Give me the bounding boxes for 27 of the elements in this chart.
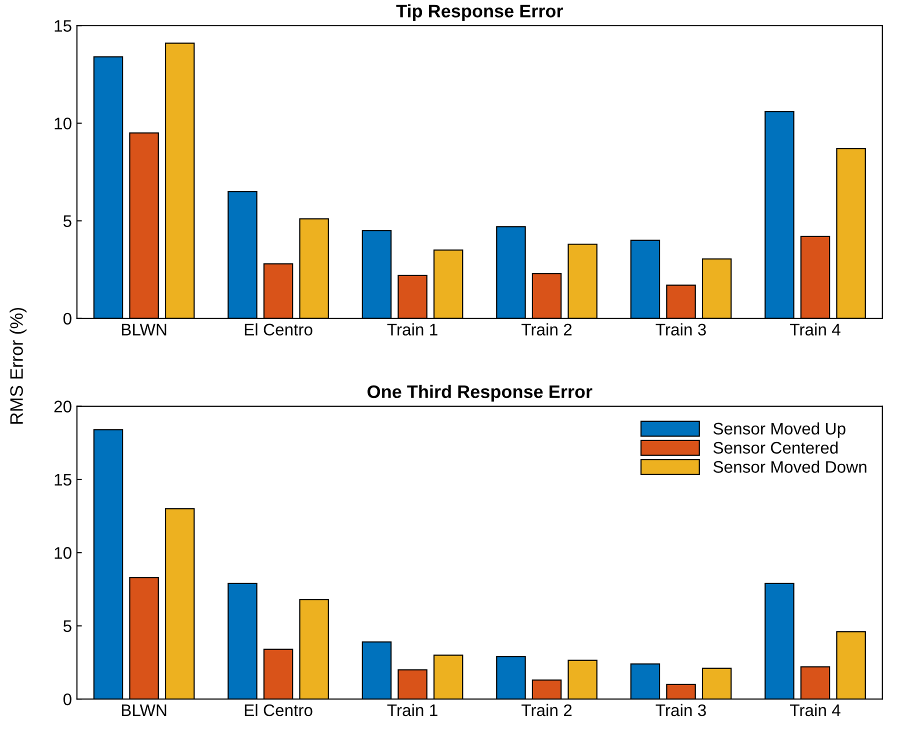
y-tick-label: 10 <box>54 547 72 559</box>
chart-title: One Third Response Error <box>368 384 592 402</box>
x-tick-label: Train 2 <box>522 323 572 336</box>
x-tick-label: El Centro <box>244 704 312 716</box>
x-tick-label: Train 1 <box>387 323 438 336</box>
x-tick-label: Train 4 <box>790 704 840 716</box>
y-tick-label: 15 <box>54 474 72 486</box>
x-tick-label: Train 4 <box>790 323 840 336</box>
chart-title: Tip Response Error <box>396 4 563 22</box>
x-tick-label: Train 1 <box>387 704 438 716</box>
x-tick-label: BLWN <box>122 324 166 336</box>
y-tick-label: 5 <box>63 215 72 228</box>
y-tick-label: 20 <box>54 400 72 412</box>
legend-label: Sensor Moved Up <box>713 422 846 438</box>
y-tick-label: 15 <box>54 20 72 32</box>
x-tick-label: Train 3 <box>656 323 706 336</box>
y-tick-label: 0 <box>63 693 72 706</box>
y-tick-label: 0 <box>63 312 72 325</box>
y-axis-title: RMS Error (%) <box>10 308 27 424</box>
y-tick-label: 10 <box>54 118 72 130</box>
legend-label: Sensor Moved Down <box>713 460 866 473</box>
y-tick-label: 5 <box>63 620 72 632</box>
x-tick-label: El Centro <box>244 323 312 336</box>
legend-label: Sensor Centered <box>713 441 838 454</box>
x-tick-label: Train 3 <box>656 704 706 716</box>
x-tick-label: BLWN <box>122 704 166 716</box>
x-tick-label: Train 2 <box>522 704 572 716</box>
